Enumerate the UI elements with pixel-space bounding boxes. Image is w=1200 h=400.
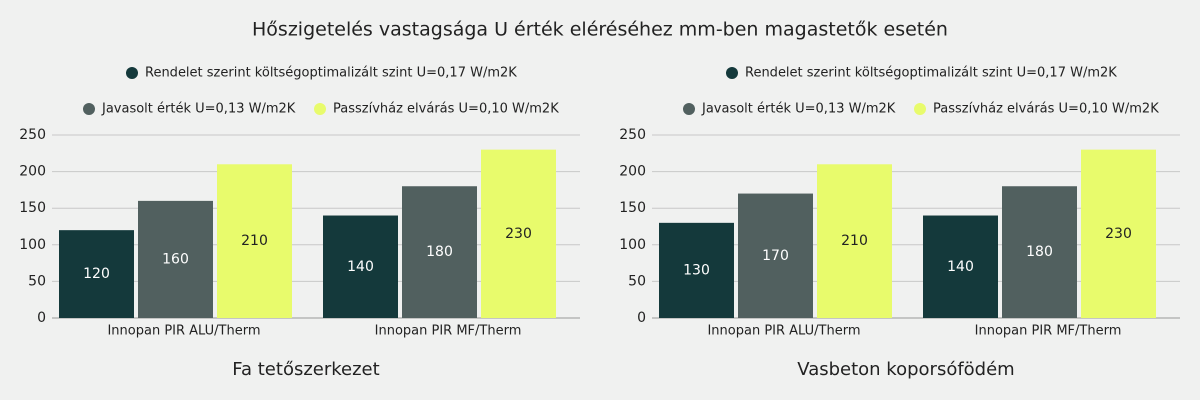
bar bbox=[738, 193, 813, 318]
y-tick-label: 200 bbox=[19, 164, 46, 180]
data-label: 230 bbox=[505, 226, 532, 242]
chart-caption: Vasbeton koporsófödém bbox=[797, 359, 1014, 380]
x-tick-label: Innopan PIR ALU/Therm bbox=[107, 324, 260, 339]
y-tick-label: 0 bbox=[37, 310, 46, 326]
bar bbox=[323, 215, 398, 318]
data-label: 140 bbox=[347, 259, 374, 275]
legend-swatch bbox=[726, 67, 738, 79]
y-tick-label: 200 bbox=[619, 164, 646, 180]
legend-label: Javasolt érték U=0,13 W/m2K bbox=[701, 102, 896, 117]
bar bbox=[217, 164, 292, 318]
legend-swatch bbox=[683, 103, 695, 115]
data-label: 130 bbox=[683, 262, 710, 278]
bar bbox=[481, 149, 556, 318]
bar bbox=[402, 186, 477, 318]
data-label: 180 bbox=[1026, 244, 1053, 260]
legend-swatch bbox=[83, 103, 95, 115]
page-title: Hőszigetelés vastagsága U érték eléréséh… bbox=[252, 19, 948, 41]
y-tick-label: 0 bbox=[637, 310, 646, 326]
legend-swatch bbox=[126, 67, 138, 79]
x-tick-label: Innopan PIR MF/Therm bbox=[375, 324, 522, 339]
y-tick-label: 250 bbox=[19, 127, 46, 143]
data-label: 120 bbox=[83, 266, 110, 282]
y-tick-label: 150 bbox=[619, 200, 646, 216]
legend-label: Rendelet szerint költségoptimalizált szi… bbox=[145, 66, 517, 81]
y-tick-label: 50 bbox=[628, 273, 646, 289]
legend-label: Javasolt érték U=0,13 W/m2K bbox=[101, 102, 296, 117]
chart-caption: Fa tetőszerkezet bbox=[232, 359, 379, 380]
y-tick-label: 100 bbox=[19, 237, 46, 253]
data-label: 210 bbox=[241, 233, 268, 249]
bar bbox=[659, 222, 734, 318]
bar bbox=[923, 215, 998, 318]
data-label: 160 bbox=[162, 251, 189, 267]
x-tick-label: Innopan PIR MF/Therm bbox=[975, 324, 1122, 339]
data-label: 230 bbox=[1105, 226, 1132, 242]
y-tick-label: 250 bbox=[619, 127, 646, 143]
legend-swatch bbox=[914, 103, 926, 115]
legend-swatch bbox=[314, 103, 326, 115]
bar bbox=[1002, 186, 1077, 318]
x-tick-label: Innopan PIR ALU/Therm bbox=[707, 324, 860, 339]
bar bbox=[817, 164, 892, 318]
bar bbox=[59, 230, 134, 318]
data-label: 140 bbox=[947, 259, 974, 275]
data-label: 180 bbox=[426, 244, 453, 260]
legend-label: Passzívház elvárás U=0,10 W/m2K bbox=[333, 102, 559, 117]
y-tick-label: 150 bbox=[19, 200, 46, 216]
legend-label: Passzívház elvárás U=0,10 W/m2K bbox=[933, 102, 1159, 117]
bar bbox=[138, 200, 213, 318]
bar bbox=[1081, 149, 1156, 318]
legend-label: Rendelet szerint költségoptimalizált szi… bbox=[745, 66, 1117, 81]
data-label: 170 bbox=[762, 248, 789, 264]
data-label: 210 bbox=[841, 233, 868, 249]
y-tick-label: 100 bbox=[619, 237, 646, 253]
y-tick-label: 50 bbox=[28, 273, 46, 289]
